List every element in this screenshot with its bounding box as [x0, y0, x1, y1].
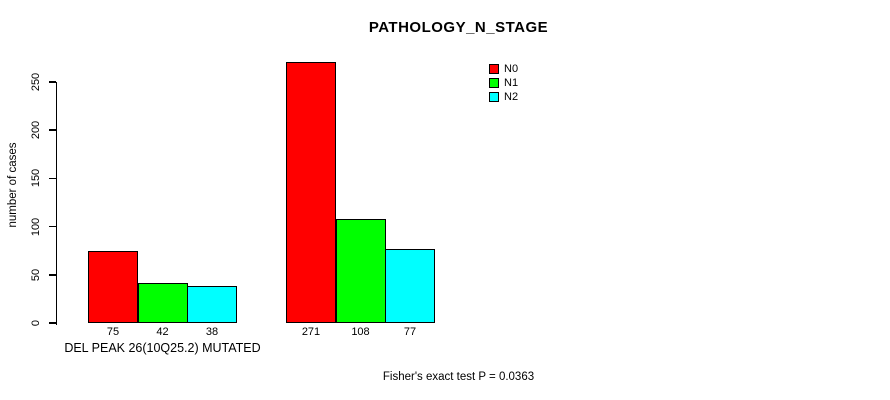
bar-n1-group2: [335, 218, 386, 323]
bar-value-label: 77: [403, 326, 417, 338]
bar-n0-group1: [88, 250, 138, 323]
legend-swatch-n0: [489, 64, 499, 74]
y-tick: [48, 129, 56, 131]
y-axis-line: [55, 82, 57, 325]
y-tick-label: 0: [30, 319, 42, 327]
bar-n0-group2: [286, 61, 336, 323]
y-tick: [48, 177, 56, 180]
bar-value-label: 75: [106, 326, 120, 338]
chart-title: PATHOLOGY_N_STAGE: [368, 19, 549, 36]
legend-swatch-n2: [489, 92, 499, 102]
bar-n2-group2: [385, 248, 435, 323]
fisher-test-annotation: Fisher's exact test P = 0.0363: [382, 371, 535, 383]
y-tick-label: 50: [30, 268, 42, 281]
legend-swatch-n1: [489, 78, 499, 88]
y-tick-label: 200: [30, 121, 42, 140]
bar-value-label: 38: [205, 326, 219, 338]
y-tick-label: 100: [30, 217, 42, 236]
y-tick-label: 150: [30, 169, 42, 188]
y-tick: [48, 274, 56, 276]
legend-label-n2: N2: [504, 91, 519, 103]
y-axis-title: number of cases: [7, 142, 19, 228]
bar-n2-group1: [187, 286, 237, 323]
bar-n1-group1: [137, 282, 188, 323]
y-tick: [48, 81, 56, 83]
y-tick: [48, 225, 56, 228]
y-tick: [48, 322, 56, 324]
bar-value-label: 108: [351, 326, 370, 338]
x-group-label: DEL PEAK 26(10Q25.2) MUTATED: [64, 341, 261, 355]
legend-label-n1: N1: [504, 77, 519, 89]
y-tick-label: 250: [30, 72, 42, 92]
bar-value-label: 42: [156, 326, 169, 338]
legend-label-n0: N0: [504, 63, 519, 75]
bar-value-label: 271: [301, 326, 321, 338]
